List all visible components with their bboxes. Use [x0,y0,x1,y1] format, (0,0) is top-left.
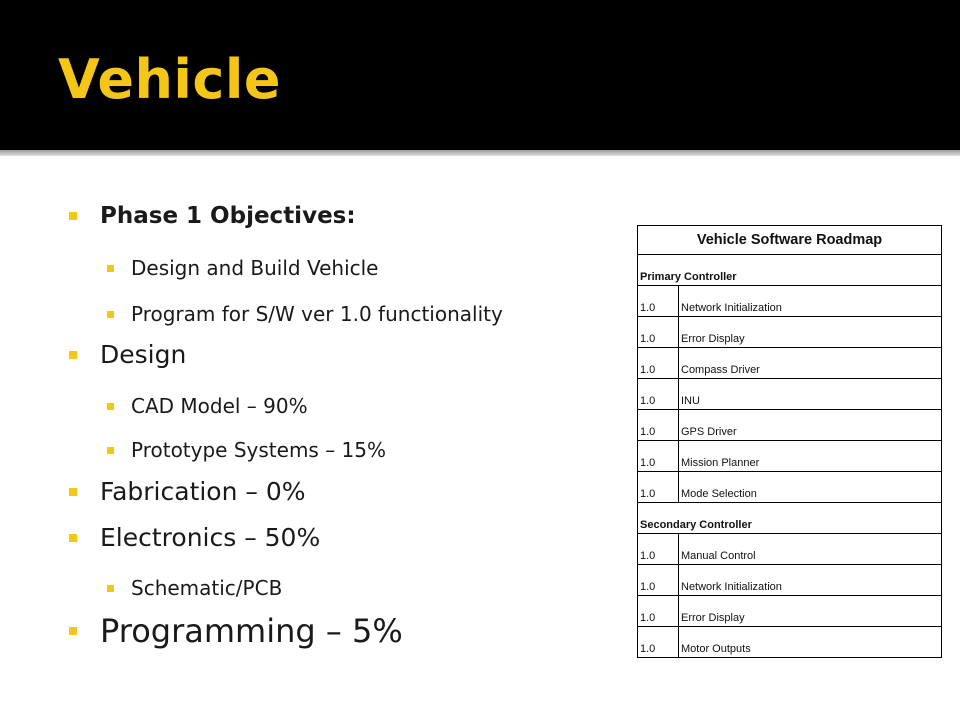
table-row: 1.0 Error Display [637,595,942,627]
item-cell: Compass Driver [678,347,942,379]
section-row-primary: Primary Controller [637,254,942,286]
table-row: 1.0 Network Initialization [637,564,942,596]
bullet-marker [107,585,114,592]
table-row: 1.0 Network Initialization [637,285,942,317]
bullet-design-build: Design and Build Vehicle [107,256,378,280]
bullet-marker [107,311,114,318]
bullet-marker [69,350,77,359]
item-cell: Error Display [678,595,942,627]
bullet-cad-model: CAD Model – 90% [107,394,308,418]
table-row: 1.0 Mission Planner [637,440,942,472]
item-cell: INU [678,378,942,410]
title-divider [0,150,960,156]
bullet-programming: Programming – 5% [69,612,403,650]
bullet-marker [69,212,77,220]
table-title: Vehicle Software Roadmap [637,225,942,255]
bullet-fabrication: Fabrication – 0% [69,477,306,506]
bullet-marker [69,627,77,635]
item-cell: Network Initialization [678,285,942,317]
table-row: 1.0 Compass Driver [637,347,942,379]
item-cell: Mode Selection [678,471,942,503]
table-row: 1.0 Error Display [637,316,942,348]
bullet-marker [107,447,114,454]
version-cell: 1.0 [637,347,679,379]
version-cell: 1.0 [637,564,679,596]
version-cell: 1.0 [637,471,679,503]
bullet-marker [107,265,114,272]
version-cell: 1.0 [637,440,679,472]
item-cell: Mission Planner [678,440,942,472]
item-cell: Error Display [678,316,942,348]
slide-title: Vehicle [58,48,282,111]
bullet-electronics: Electronics – 50% [69,523,320,552]
table-row: 1.0 Motor Outputs [637,626,942,658]
item-cell: Network Initialization [678,564,942,596]
software-roadmap-table: Vehicle Software Roadmap Primary Control… [637,225,942,658]
version-cell: 1.0 [637,285,679,317]
bullet-schematic-pcb: Schematic/PCB [107,576,282,600]
section-row-secondary: Secondary Controller [637,502,942,534]
table-row: 1.0 Manual Control [637,533,942,565]
item-cell: Motor Outputs [678,626,942,658]
item-cell: Manual Control [678,533,942,565]
version-cell: 1.0 [637,409,679,441]
bullet-prototype-systems: Prototype Systems – 15% [107,438,386,462]
version-cell: 1.0 [637,316,679,348]
bullet-marker [69,487,77,496]
section-label: Secondary Controller [637,502,942,534]
bullet-phase-objectives: Phase 1 Objectives: [69,203,356,229]
section-label: Primary Controller [637,254,942,286]
bullet-design: Design [69,340,186,369]
version-cell: 1.0 [637,533,679,565]
version-cell: 1.0 [637,595,679,627]
bullet-marker [69,533,77,542]
bullet-program: Program for S/W ver 1.0 functionality [107,302,503,326]
bullet-marker [107,403,114,410]
title-bar: Vehicle [0,0,960,150]
table-row: 1.0 INU [637,378,942,410]
table-row: 1.0 Mode Selection [637,471,942,503]
item-cell: GPS Driver [678,409,942,441]
version-cell: 1.0 [637,626,679,658]
table-row: 1.0 GPS Driver [637,409,942,441]
version-cell: 1.0 [637,378,679,410]
table-header-row: Vehicle Software Roadmap [637,225,942,255]
